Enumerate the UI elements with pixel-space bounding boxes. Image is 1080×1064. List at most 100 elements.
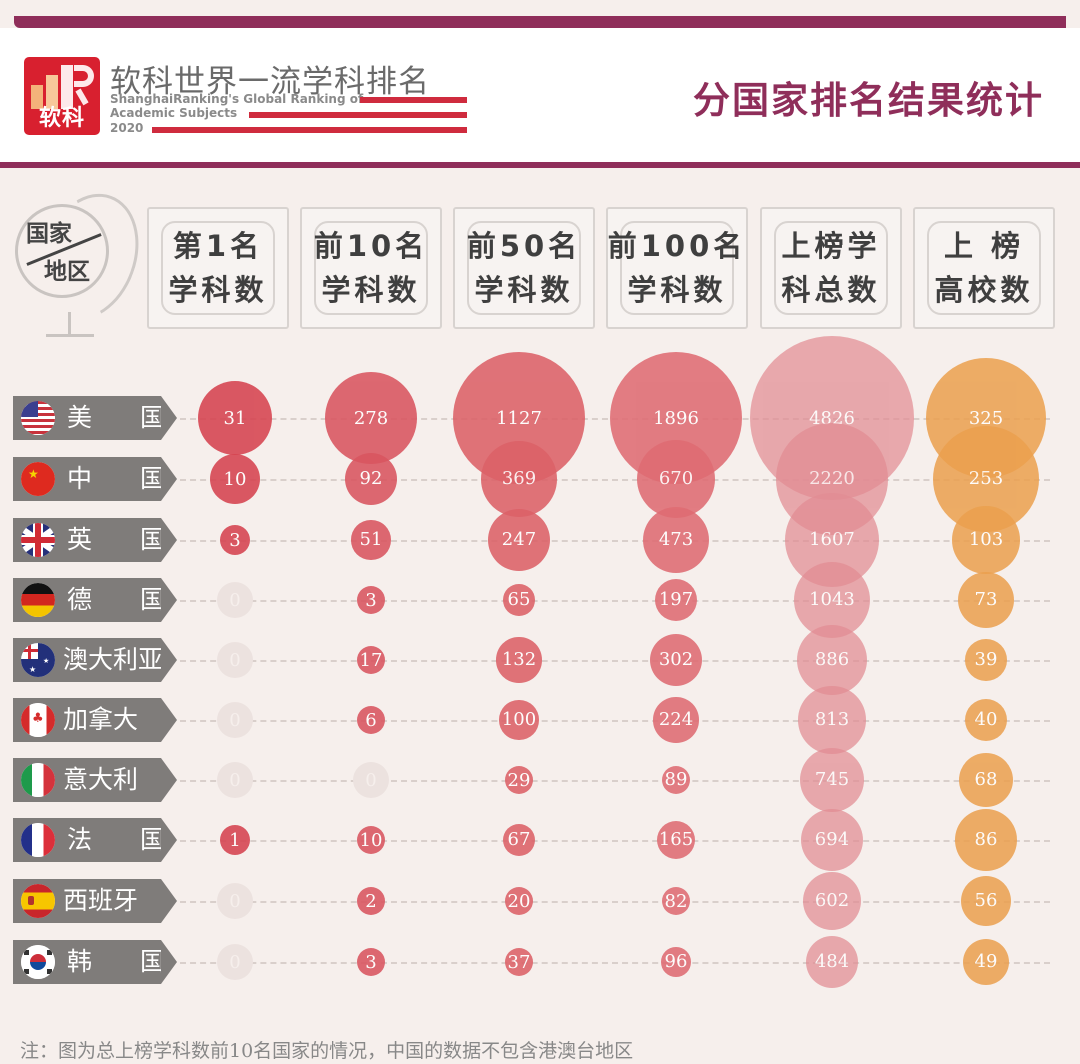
data-bubble: 31 [198,381,272,455]
bubble-value: 1043 [809,589,855,611]
column-header-line1: 上 榜 [943,229,1025,263]
country-name: 英 国 [67,525,185,554]
data-bubble: 96 [661,947,691,977]
data-bubble: 0 [217,642,253,678]
bubble-value: 10 [223,468,247,490]
data-bubble: 602 [803,872,861,930]
row-guide-line [180,540,1050,542]
column-header-5: 上榜学 科总数 [760,207,902,329]
bubble-value: 132 [501,649,537,671]
data-bubble: 89 [661,765,691,795]
data-bubble: 0 [353,762,389,798]
column-header-line2: 高校数 [934,273,1034,307]
row-guide-line [180,479,1050,481]
italy-flag-icon [21,763,55,797]
data-bubble: 65 [503,584,535,616]
data-bubble: 813 [798,686,866,754]
bubble-value: 96 [664,951,688,973]
header-panel [0,28,1080,162]
column-header-line2: 学科数 [474,273,574,307]
bubble-value: 1607 [809,529,855,551]
data-bubble: 745 [799,747,865,813]
bubble-value: 745 [814,769,850,791]
bubble-value: 86 [974,829,998,851]
data-bubble: 39 [965,639,1007,681]
bubble-value: 302 [658,649,694,671]
header-top-bar [14,16,1066,28]
data-bubble: 0 [217,582,253,618]
data-bubble: 0 [217,762,253,798]
bubble-value: 17 [359,649,383,671]
header-bottom-bar [0,162,1080,168]
bubble-value: 3 [365,951,377,973]
bubble-value: 56 [974,890,998,912]
bubble-value: 694 [814,829,850,851]
bubble-value: 67 [507,829,531,851]
decor-line [152,127,467,133]
data-bubble: 278 [325,372,417,464]
bubble-value: 20 [507,890,531,912]
data-bubble: 73 [957,571,1015,629]
brand-title-en-line1: ShanghaiRanking's Global Ranking of [110,92,364,106]
data-bubble: 82 [662,887,690,915]
corner-label-region: 地区 [44,259,90,285]
bubble-value: 4826 [809,407,855,429]
bubble-value: 886 [814,649,850,671]
bubble-value: 103 [968,529,1004,551]
data-bubble: 3 [220,525,250,555]
brand-year: 2020 [110,121,144,135]
bubble-value: 2 [365,890,377,912]
bubble-value: 247 [501,529,537,551]
bubble-value: 278 [353,407,389,429]
bubble-value: 31 [223,407,247,429]
column-header-6: 上 榜高校数 [913,207,1055,329]
country-label: 法 国 [13,818,177,862]
bubble-value: 813 [814,709,850,731]
bubble-value: 1127 [496,407,542,429]
corner-label-country: 国家 [26,221,72,247]
country-name: 法 国 [67,825,185,854]
decor-line [249,112,467,118]
data-bubble: 6 [357,706,385,734]
data-bubble: 197 [654,578,698,622]
data-bubble: 302 [649,633,703,687]
row-guide-line [180,901,1050,903]
shanghairanking-logo: 软科 [24,57,100,135]
germany-flag-icon [21,583,55,617]
bubble-value: 0 [229,769,241,791]
bubble-value: 29 [507,769,531,791]
bubble-value: 51 [359,529,383,551]
country-label: 英 国 [13,518,177,562]
country-label: ♣ 加拿大 [13,698,177,742]
bubble-value: 6 [365,709,377,731]
country-label: ★ 中 国 [13,457,177,501]
bubble-value: 602 [814,890,850,912]
data-bubble: 224 [653,697,699,743]
data-bubble: 40 [964,698,1008,742]
country-name: 韩 国 [67,947,185,976]
column-header-line1: 前50名 [466,229,582,263]
data-bubble: 473 [643,507,709,573]
data-bubble: 29 [505,766,533,794]
bubble-value: 0 [229,951,241,973]
data-bubble: 0 [217,944,253,980]
column-header-line1: 第1名 [172,229,264,263]
bubble-value: 73 [974,589,998,611]
column-header-line1: 前10名 [313,229,429,263]
column-header-line2: 学科数 [321,273,421,307]
brand-title-cn: 软科世界一流学科排名 [110,64,430,100]
country-name: 西班牙 [63,886,139,915]
decor-line [360,97,467,103]
country-label: 意大利 [13,758,177,802]
country-name: 澳大利亚 [63,645,164,674]
data-bubble: 92 [344,452,398,506]
bubble-value: 473 [658,529,694,551]
bubble-value: 325 [968,407,1004,429]
column-header-line2: 学科数 [627,273,727,307]
data-bubble: 103 [952,506,1020,574]
bubble-value: 37 [507,951,531,973]
bubble-value: 0 [229,589,241,611]
france-flag-icon [21,823,55,857]
data-bubble: 100 [499,700,539,740]
column-header-2: 前10名学科数 [300,207,442,329]
